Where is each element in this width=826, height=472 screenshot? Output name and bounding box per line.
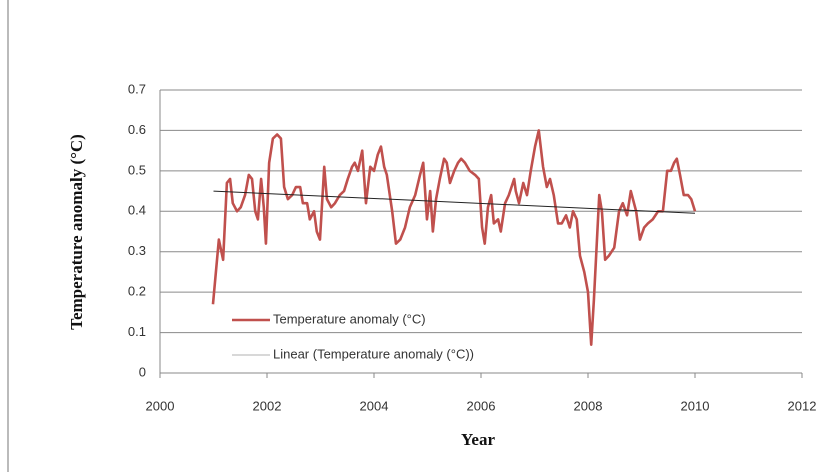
y-tick-label: 0: [139, 364, 146, 379]
y-tick-label: 0.6: [128, 122, 146, 137]
x-axis-title: Year: [461, 430, 495, 449]
trend-line: [213, 190, 696, 214]
legend-label: Temperature anomaly (°C): [273, 311, 426, 326]
y-tick-label: 0.1: [128, 324, 146, 339]
x-tick-label: 2004: [360, 398, 389, 413]
data-line: [211, 129, 697, 346]
x-tick-label: 2006: [467, 398, 496, 413]
y-axis-title: Temperature anomaly (°C): [67, 134, 86, 330]
x-tick-label: 2002: [253, 398, 282, 413]
x-tick-label: 2012: [788, 398, 817, 413]
x-tick-label: 2010: [681, 398, 710, 413]
y-tick-label: 0.5: [128, 162, 146, 177]
y-tick-label: 0.3: [128, 243, 146, 258]
x-tick-label: 2008: [574, 398, 603, 413]
y-tick-label: 0.7: [128, 81, 146, 96]
x-tick-label: 2000: [146, 398, 175, 413]
legend-label: Linear (Temperature anomaly (°C)): [273, 346, 474, 361]
y-tick-label: 0.2: [128, 284, 146, 299]
y-tick-label: 0.4: [128, 203, 146, 218]
